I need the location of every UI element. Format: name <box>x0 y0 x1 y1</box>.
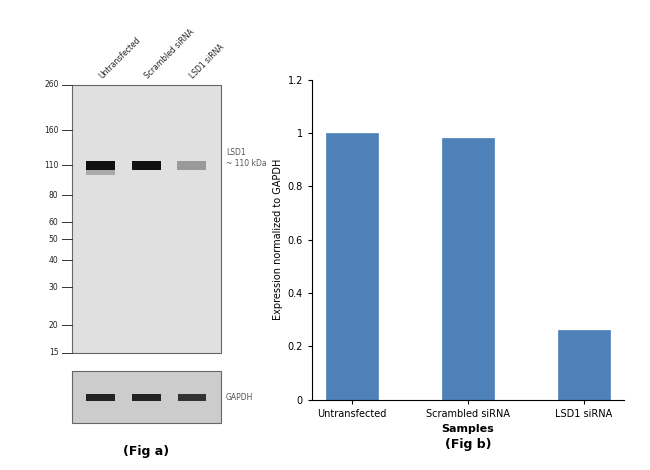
Bar <box>131 161 161 170</box>
Text: 110: 110 <box>44 161 58 170</box>
Text: (Fig a): (Fig a) <box>124 445 169 458</box>
Text: Untransfected: Untransfected <box>98 36 142 81</box>
Bar <box>72 371 221 423</box>
Bar <box>558 330 610 400</box>
Text: 160: 160 <box>44 125 58 135</box>
Text: 80: 80 <box>49 191 58 200</box>
Text: Scrambled siRNA: Scrambled siRNA <box>143 28 196 81</box>
Text: 260: 260 <box>44 80 58 89</box>
Bar <box>442 139 494 400</box>
Bar <box>177 161 207 170</box>
Y-axis label: Expression normalized to GAPDH: Expression normalized to GAPDH <box>274 159 283 321</box>
Bar <box>131 394 161 400</box>
Text: LSD1
~ 110 kDa: LSD1 ~ 110 kDa <box>226 148 266 168</box>
Bar <box>178 394 205 400</box>
Text: 40: 40 <box>49 256 58 265</box>
Bar <box>86 394 116 400</box>
Text: 30: 30 <box>49 283 58 292</box>
Text: 15: 15 <box>49 348 58 357</box>
Text: 60: 60 <box>49 218 58 227</box>
Bar <box>326 133 378 399</box>
Bar <box>72 85 221 352</box>
Text: 20: 20 <box>49 321 58 330</box>
Text: (Fig b): (Fig b) <box>445 438 491 451</box>
Bar <box>86 170 116 175</box>
X-axis label: Samples: Samples <box>441 424 495 434</box>
Text: 50: 50 <box>49 235 58 244</box>
Text: LSD1 siRNA: LSD1 siRNA <box>188 43 226 81</box>
Bar <box>86 161 116 170</box>
Text: GAPDH: GAPDH <box>226 392 254 402</box>
